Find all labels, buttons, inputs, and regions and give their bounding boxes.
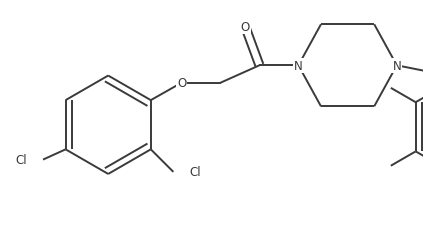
- Text: Cl: Cl: [15, 153, 26, 166]
- Text: O: O: [177, 77, 186, 90]
- Text: N: N: [392, 60, 401, 73]
- Text: Cl: Cl: [190, 166, 201, 179]
- Text: N: N: [294, 60, 303, 73]
- Text: O: O: [240, 21, 250, 34]
